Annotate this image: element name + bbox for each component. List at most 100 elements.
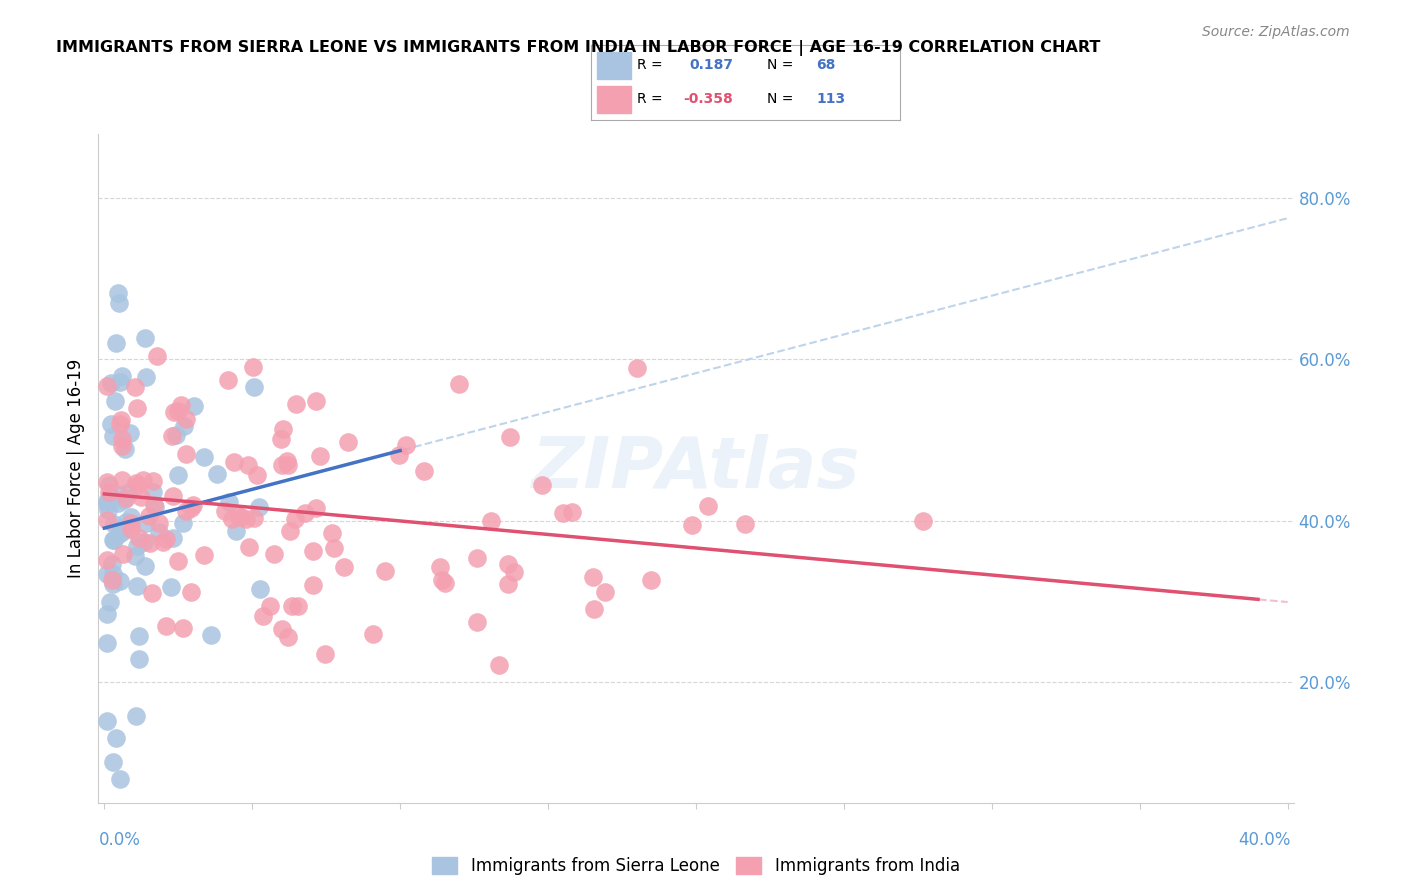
Point [134, 534, 156, 549]
Point [138, 508, 160, 523]
Text: 40.0%: 40.0% [1239, 831, 1291, 849]
Point [96, 497, 118, 511]
Text: ZIPAtlas: ZIPAtlas [531, 434, 860, 503]
Point [180, 584, 202, 599]
Point [128, 652, 150, 666]
Point [225, 524, 247, 539]
Point [583, 602, 606, 616]
Point [97, 503, 120, 517]
Point [132, 473, 155, 487]
Point [96, 513, 118, 527]
Point [481, 514, 503, 528]
Point [120, 516, 142, 530]
Point [561, 505, 583, 519]
Point [530, 478, 553, 492]
Point [110, 488, 132, 502]
Point [167, 404, 190, 418]
Point [103, 566, 125, 581]
Point [280, 524, 302, 538]
Point [110, 574, 132, 589]
Point [235, 512, 257, 526]
Point [308, 450, 330, 464]
Point [96, 714, 118, 729]
Point [181, 498, 204, 512]
Bar [596, 87, 631, 112]
Point [287, 599, 309, 613]
Point [242, 360, 264, 375]
Point [152, 534, 174, 549]
Point [108, 527, 131, 541]
Point [101, 576, 124, 591]
Text: R =: R = [637, 92, 662, 106]
Point [165, 427, 187, 442]
Point [193, 548, 215, 562]
Point [148, 525, 170, 540]
Point [141, 586, 163, 600]
Point [172, 516, 194, 531]
Text: 113: 113 [817, 92, 845, 106]
Point [243, 511, 266, 525]
Point [105, 731, 128, 746]
Point [135, 516, 157, 530]
Point [429, 559, 451, 574]
Text: 68: 68 [817, 58, 835, 72]
Point [134, 559, 156, 574]
Point [124, 549, 146, 563]
Point [108, 296, 131, 310]
Point [176, 411, 198, 425]
Point [263, 548, 285, 562]
Point [160, 429, 183, 443]
Legend: Immigrants from Sierra Leone, Immigrants from India: Immigrants from Sierra Leone, Immigrants… [432, 856, 960, 875]
Point [141, 484, 163, 499]
Point [271, 458, 294, 473]
Point [148, 516, 170, 530]
Point [193, 450, 215, 464]
Point [96, 379, 118, 393]
Point [96, 553, 118, 567]
Point [103, 533, 125, 547]
Point [127, 477, 149, 491]
Point [100, 573, 122, 587]
Point [120, 522, 142, 536]
Point [553, 506, 575, 520]
Point [174, 504, 197, 518]
Point [118, 484, 141, 499]
Point [502, 566, 524, 580]
Point [246, 467, 269, 482]
Point [107, 496, 129, 510]
Point [222, 455, 245, 469]
Point [166, 554, 188, 568]
Point [110, 413, 132, 427]
Point [697, 499, 720, 513]
Point [96, 635, 118, 649]
Point [103, 516, 125, 531]
Point [432, 573, 454, 587]
Point [221, 512, 243, 526]
Point [124, 476, 146, 491]
Point [107, 285, 129, 300]
Point [169, 398, 191, 412]
Point [465, 550, 488, 565]
Point [125, 539, 148, 553]
Point [593, 585, 616, 599]
Point [115, 515, 138, 529]
Point [305, 394, 328, 409]
Point [145, 500, 167, 514]
Point [129, 490, 152, 504]
Point [114, 442, 136, 456]
Point [640, 573, 662, 587]
Point [96, 607, 118, 621]
Point [162, 489, 184, 503]
Point [294, 506, 316, 520]
Point [214, 504, 236, 518]
Point [271, 422, 294, 436]
Point [302, 577, 325, 591]
Point [277, 631, 299, 645]
Point [207, 467, 229, 481]
Point [449, 376, 471, 391]
Point [229, 510, 252, 524]
Point [127, 401, 149, 415]
Point [162, 531, 184, 545]
Point [280, 599, 302, 613]
Point [270, 432, 292, 446]
